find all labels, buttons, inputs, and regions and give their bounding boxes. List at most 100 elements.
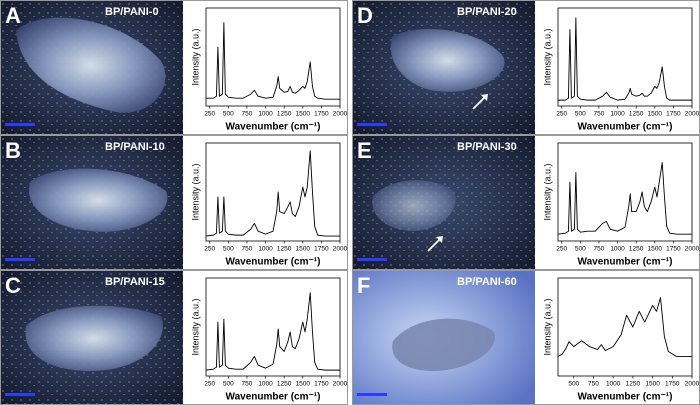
particle xyxy=(372,180,456,231)
panel-title: BP/PANI-60 xyxy=(457,276,517,288)
x-tick-label: 1000 xyxy=(606,381,621,388)
x-tick-label: 250 xyxy=(556,111,567,118)
particle xyxy=(392,318,495,371)
panel-title: BP/PANI-30 xyxy=(457,141,517,153)
x-tick-label: 500 xyxy=(223,111,234,118)
x-axis-label: Wavenumber (cm⁻¹) xyxy=(578,257,673,268)
x-tick-label: 1250 xyxy=(277,246,292,253)
spectrum-line xyxy=(206,22,340,100)
arrow-head xyxy=(436,236,443,243)
panel-label: D xyxy=(357,3,373,28)
micrograph xyxy=(353,136,535,269)
x-tick-label: 1750 xyxy=(314,111,329,118)
plot-frame xyxy=(557,7,693,107)
panel-title: BP/PANI-10 xyxy=(105,141,165,153)
particle xyxy=(390,28,505,92)
panel-label: F xyxy=(357,273,370,298)
y-axis-label: Intensity (a.u.) xyxy=(542,163,552,220)
y-axis-label: Intensity (a.u.) xyxy=(190,163,200,220)
arrow-head xyxy=(481,94,488,101)
x-axis-label: Wavenumber (cm⁻¹) xyxy=(226,122,321,133)
plot-frame xyxy=(205,7,341,107)
x-axis-label: Wavenumber (cm⁻¹) xyxy=(226,392,321,403)
x-tick-label: 2000 xyxy=(685,246,700,253)
plot-frame xyxy=(205,142,341,242)
x-tick-label: 2000 xyxy=(333,246,348,253)
panel-label: E xyxy=(357,138,372,163)
panel-title: BP/PANI-0 xyxy=(105,6,159,18)
x-tick-label: 2000 xyxy=(333,381,348,388)
x-tick-label: 1500 xyxy=(648,246,663,253)
x-tick-label: 750 xyxy=(242,381,253,388)
x-tick-label: 1750 xyxy=(314,381,329,388)
x-tick-label: 500 xyxy=(575,111,586,118)
x-tick-label: 1000 xyxy=(610,111,625,118)
panel-label: B xyxy=(5,138,21,163)
particle xyxy=(25,305,163,371)
x-tick-label: 1000 xyxy=(258,246,273,253)
scale-bar xyxy=(357,258,387,261)
plot-frame xyxy=(205,277,341,377)
x-tick-label: 1500 xyxy=(296,381,311,388)
y-axis-label: Intensity (a.u.) xyxy=(190,28,200,85)
micrograph xyxy=(353,1,535,134)
x-tick-label: 1750 xyxy=(666,246,681,253)
panel-label: C xyxy=(5,273,21,298)
panel-frame xyxy=(0,135,348,270)
spectrum-line xyxy=(557,162,692,235)
scale-bar xyxy=(5,393,35,396)
x-tick-label: 1750 xyxy=(666,111,681,118)
x-tick-label: 250 xyxy=(204,381,215,388)
plot-frame xyxy=(557,142,693,242)
y-axis-label: Intensity (a.u.) xyxy=(190,298,200,355)
panel-frame xyxy=(0,0,348,135)
micrograph xyxy=(1,136,183,269)
scale-bar xyxy=(357,393,387,396)
x-tick-label: 1750 xyxy=(665,381,680,388)
x-tick-label: 750 xyxy=(588,381,599,388)
x-tick-label: 1500 xyxy=(648,111,663,118)
scale-bar xyxy=(5,123,35,126)
x-tick-label: 500 xyxy=(568,381,579,388)
particle xyxy=(16,17,166,113)
x-tick-label: 1000 xyxy=(258,111,273,118)
micrograph xyxy=(1,271,183,404)
x-tick-label: 1500 xyxy=(296,246,311,253)
x-tick-label: 250 xyxy=(556,246,567,253)
x-tick-label: 250 xyxy=(204,246,215,253)
scale-bar xyxy=(5,258,35,261)
x-tick-label: 1250 xyxy=(629,246,644,253)
arrow xyxy=(472,96,486,110)
x-tick-label: 1250 xyxy=(277,111,292,118)
x-tick-label: 2000 xyxy=(333,111,348,118)
micrograph xyxy=(1,1,183,134)
particle xyxy=(29,168,168,232)
x-axis-label: Wavenumber (cm⁻¹) xyxy=(578,122,673,133)
micrograph xyxy=(353,271,535,404)
spectrum-line xyxy=(205,292,340,371)
scale-bar xyxy=(357,123,387,126)
x-axis-label: Wavenumber (cm⁻¹) xyxy=(578,392,673,403)
x-tick-label: 1250 xyxy=(626,381,641,388)
y-axis-label: Intensity (a.u.) xyxy=(542,28,552,85)
x-tick-label: 750 xyxy=(242,246,253,253)
x-tick-label: 1250 xyxy=(277,381,292,388)
x-tick-label: 500 xyxy=(223,246,234,253)
spectrum-line xyxy=(557,297,692,357)
panel-label: A xyxy=(5,3,21,28)
panel-title: BP/PANI-15 xyxy=(105,276,165,288)
arrow xyxy=(427,238,441,252)
x-tick-label: 750 xyxy=(242,111,253,118)
x-tick-label: 2000 xyxy=(685,111,700,118)
x-tick-label: 750 xyxy=(594,246,605,253)
x-tick-label: 500 xyxy=(575,246,586,253)
x-tick-label: 750 xyxy=(594,111,605,118)
plot-frame xyxy=(557,277,693,377)
x-tick-label: 1250 xyxy=(629,111,644,118)
y-axis-label: Intensity (a.u.) xyxy=(542,298,552,355)
spectrum-line xyxy=(205,150,340,237)
x-tick-label: 1500 xyxy=(296,111,311,118)
x-tick-label: 500 xyxy=(223,381,234,388)
x-tick-label: 2000 xyxy=(685,381,700,388)
